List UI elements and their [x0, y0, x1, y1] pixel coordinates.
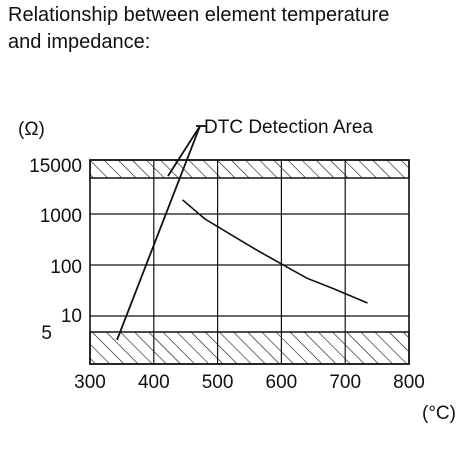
title-line-1: Relationship between element temperature [8, 4, 390, 26]
chart-title: Relationship between element temperature… [8, 2, 468, 56]
x-axis-unit: (°C) [422, 403, 456, 424]
y-tick-1000: 1000 [40, 206, 82, 227]
x-tick-600: 600 [266, 372, 298, 393]
annotation-leader-top [167, 125, 201, 177]
x-tick-labels: 300 400 500 600 700 800 [74, 372, 425, 393]
annotation-leader-bottom [116, 125, 201, 341]
y-tick-15000: 15000 [29, 156, 82, 177]
detection-region-high [89, 159, 410, 179]
grid [90, 160, 409, 364]
x-tick-800: 800 [393, 372, 425, 393]
impedance-curve [181, 199, 368, 304]
y-tick-5: 5 [41, 323, 52, 344]
x-tick-700: 700 [329, 372, 361, 393]
detection-region-low [89, 331, 410, 365]
title-line-2: and impedance: [8, 31, 151, 53]
plot-frame [89, 159, 410, 365]
x-tick-400: 400 [138, 372, 170, 393]
x-tick-500: 500 [202, 372, 234, 393]
x-tick-300: 300 [74, 372, 106, 393]
y-tick-10: 10 [61, 306, 82, 327]
annotation-label: DTC Detection Area [204, 117, 373, 138]
y-tick-100: 100 [50, 257, 82, 278]
y-axis-unit: (Ω) [18, 119, 45, 140]
